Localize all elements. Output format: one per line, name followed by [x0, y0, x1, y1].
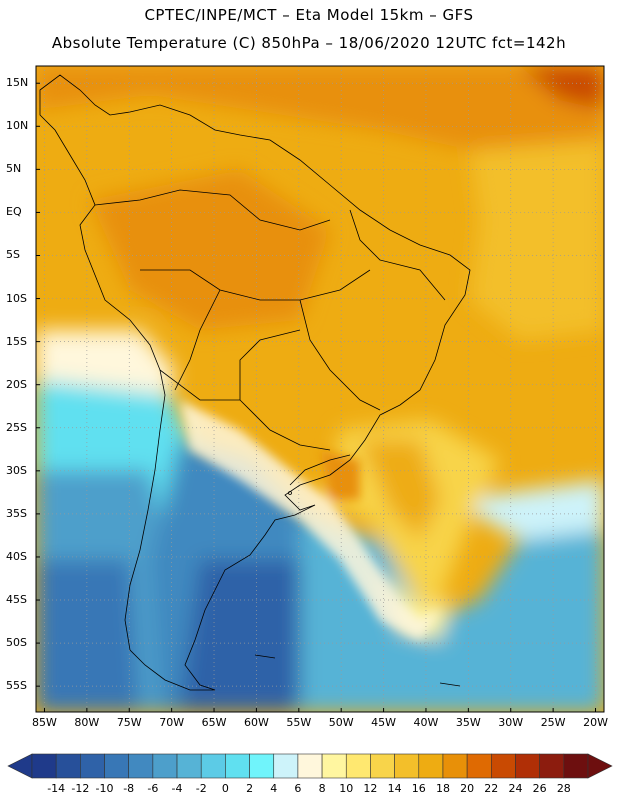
lat-label: 50S	[6, 636, 27, 650]
colorbar-swatch	[104, 753, 129, 779]
temperature-field	[36, 66, 604, 712]
colorbar-label: 10	[339, 782, 354, 795]
lat-lon-grid	[36, 66, 604, 712]
colorbar-swatch	[418, 753, 444, 779]
colorbar-label: 28	[556, 782, 571, 795]
lon-label: 60W	[243, 716, 269, 729]
colorbar	[7, 753, 613, 779]
lon-label: 80W	[74, 716, 100, 729]
colorbar-label: 24	[508, 782, 523, 795]
colorbar-swatch	[563, 753, 589, 779]
lat-label: 15N	[6, 76, 29, 90]
colorbar-swatch	[466, 753, 492, 779]
colorbar-swatch	[31, 753, 57, 779]
colorbar-swatch	[55, 753, 81, 779]
lon-label: 75W	[116, 716, 142, 729]
colorbar-label: 26	[532, 782, 547, 795]
lat-label: 45S	[6, 593, 27, 607]
lat-label: 20S	[6, 377, 27, 391]
colorbar-swatch	[176, 753, 202, 779]
lat-label: 5N	[6, 162, 22, 176]
colorbar-swatch	[394, 753, 420, 779]
colorbar-swatch	[80, 753, 105, 779]
lon-label: 25W	[540, 716, 566, 729]
colorbar-swatch	[515, 753, 540, 779]
colorbar-swatch	[491, 753, 516, 779]
lon-label: 20W	[583, 716, 608, 729]
lon-label: 55W	[286, 716, 312, 729]
lat-label: 15S	[6, 334, 27, 348]
colorbar-swatch	[297, 753, 323, 779]
colorbar-label: 16	[411, 782, 426, 795]
lat-label: 40S	[6, 549, 27, 563]
colorbar-label: -12	[71, 782, 90, 795]
colorbar-swatch	[370, 753, 395, 779]
colorbar-label: -4	[171, 782, 183, 795]
colorbar-label: 0	[221, 782, 229, 795]
lon-label: 70W	[159, 716, 185, 729]
lat-label: 10S	[6, 291, 27, 305]
lon-label: 35W	[455, 716, 481, 729]
lat-label: 35S	[6, 506, 27, 520]
colorbar-arrow-low	[7, 753, 33, 779]
lat-label: 25S	[6, 420, 27, 434]
colorbar-label: 6	[294, 782, 302, 795]
axis-ticks	[36, 82, 597, 712]
colorbar-swatch	[249, 753, 275, 779]
colorbar-swatch	[273, 753, 299, 779]
colorbar-label: -8	[123, 782, 135, 795]
lon-label: 30W	[498, 716, 524, 729]
colorbar-swatch	[442, 753, 468, 779]
colorbar-label: 18	[435, 782, 450, 795]
colorbar-label: -2	[195, 782, 207, 795]
lon-label: 50W	[328, 716, 354, 729]
colorbar-label: 2	[246, 782, 254, 795]
lon-label: 45W	[371, 716, 397, 729]
model-title: CPTEC/INPE/MCT – Eta Model 15km – GFS	[144, 6, 474, 24]
colorbar-swatch	[225, 753, 250, 779]
lat-label: 5S	[6, 248, 20, 262]
colorbar-label: 22	[484, 782, 499, 795]
colorbar-label: 8	[318, 782, 326, 795]
map-frame	[35, 65, 605, 713]
chart-title: Absolute Temperature (C) 850hPa – 18/06/…	[51, 34, 567, 52]
lon-label: 65W	[201, 716, 227, 729]
coastlines	[39, 74, 471, 691]
colorbar-arrow-high	[587, 753, 613, 779]
colorbar-swatch	[200, 753, 226, 779]
lon-label: 40W	[413, 716, 439, 729]
lat-label: 30S	[6, 463, 27, 477]
lat-label: 10N	[6, 119, 29, 133]
colorbar-label: -14	[47, 782, 66, 795]
colorbar-swatch	[539, 753, 565, 779]
colorbar-label: 14	[387, 782, 402, 795]
colorbar-swatch	[152, 753, 178, 779]
colorbar-swatch	[321, 753, 347, 779]
lat-label: 55S	[6, 679, 27, 693]
lon-label: 85W	[32, 716, 57, 729]
colorbar-label: 12	[363, 782, 378, 795]
colorbar-label: -10	[95, 782, 114, 795]
colorbar-label: -6	[147, 782, 159, 795]
colorbar-swatch	[345, 753, 371, 779]
lat-label: EQ	[6, 205, 22, 219]
colorbar-label: 4	[270, 782, 278, 795]
colorbar-swatch	[128, 753, 154, 779]
colorbar-label: 20	[460, 782, 475, 795]
